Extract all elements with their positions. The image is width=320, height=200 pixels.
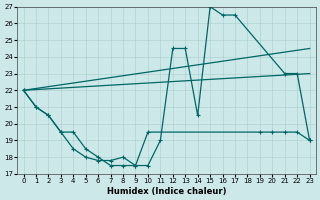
X-axis label: Humidex (Indice chaleur): Humidex (Indice chaleur) <box>107 187 226 196</box>
